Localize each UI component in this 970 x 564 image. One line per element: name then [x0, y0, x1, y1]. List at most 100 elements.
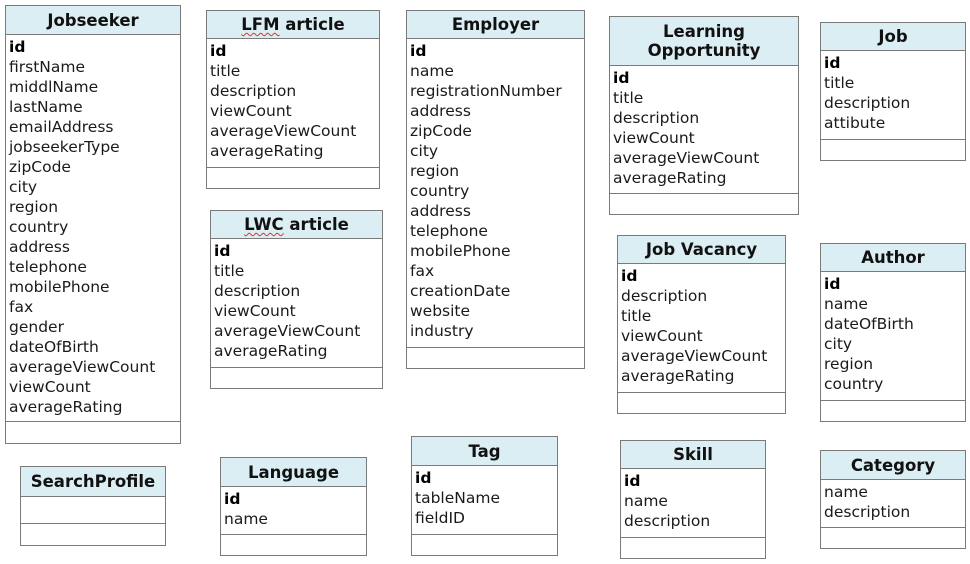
attribute: name — [824, 483, 868, 501]
attribute: description — [214, 282, 301, 300]
attribute-list: id tableName fieldID — [412, 466, 557, 528]
attribute: mobilePhone — [9, 278, 110, 296]
entity-employer: Employer id name registrationNumber address… — [406, 10, 585, 369]
attribute: firstName — [9, 58, 86, 76]
attribute: title — [613, 89, 644, 107]
primary-key-attribute: id — [824, 275, 841, 293]
attribute-list — [21, 497, 165, 499]
entity-title: SearchProfile — [21, 467, 165, 497]
attribute: averageRating — [621, 367, 735, 385]
attribute: country — [410, 182, 470, 200]
entity-title: Job — [821, 23, 965, 51]
attribute: averageViewCount — [214, 322, 361, 340]
entity-jobseeker: Jobseeker id firstName middlName lastName em… — [5, 5, 181, 444]
primary-key-attribute: id — [824, 54, 841, 72]
attribute: viewCount — [210, 102, 292, 120]
primary-key-attribute: id — [214, 242, 231, 260]
entity-category: Category name description — [820, 450, 966, 549]
entity-lfm-article: LFM article id title description viewCount a… — [206, 10, 380, 189]
attribute: description — [624, 512, 711, 530]
entity-author: Author id name dateOfBirth city region countr… — [820, 243, 966, 422]
attribute: name — [824, 295, 868, 313]
attribute: averageViewCount — [9, 358, 156, 376]
attribute: address — [410, 102, 471, 120]
attribute: title — [210, 62, 241, 80]
attribute-list: id title description viewCount averageViewCo… — [207, 39, 379, 161]
entity-learning-opportunity: Learning Opportunity id title description v… — [609, 16, 799, 215]
entity-job: Job id title description attibute — [820, 22, 966, 161]
attribute-list: id name registrationNumber address zipCode ci… — [407, 39, 584, 341]
attribute: registrationNumber — [410, 82, 562, 100]
entity-job-vacancy: Job Vacancy id description title viewCount a… — [617, 235, 786, 414]
attribute-list: name description — [821, 480, 965, 522]
entity-title: Employer — [407, 11, 584, 39]
attribute: attibute — [824, 114, 886, 132]
attribute: address — [410, 202, 471, 220]
entity-title: LFM article — [207, 11, 379, 39]
primary-key-attribute: id — [415, 469, 432, 487]
attribute: fax — [410, 262, 435, 280]
attribute: middlName — [9, 78, 99, 96]
attribute: address — [9, 238, 70, 256]
attribute: country — [9, 218, 69, 236]
attribute: name — [624, 492, 668, 510]
entity-title: Tag — [412, 437, 557, 466]
attribute: title — [214, 262, 245, 280]
primary-key-attribute: id — [613, 69, 630, 87]
attribute: city — [410, 142, 439, 160]
entity-skill: Skill id name description — [620, 440, 766, 559]
entity-title: Author — [821, 244, 965, 272]
entity-search-profile: SearchProfile — [20, 466, 166, 546]
attribute: viewCount — [9, 378, 91, 396]
primary-key-attribute: id — [621, 267, 638, 285]
primary-key-attribute: id — [410, 42, 427, 60]
attribute-list: id description title viewCount averageViewCo… — [618, 264, 785, 386]
attribute: averageViewCount — [621, 347, 768, 365]
attribute: country — [824, 375, 884, 393]
attribute: dateOfBirth — [824, 315, 914, 333]
attribute: dateOfBirth — [9, 338, 99, 356]
attribute: averageRating — [210, 142, 324, 160]
attribute-list: id name — [221, 487, 366, 529]
primary-key-attribute: id — [224, 490, 241, 508]
attribute: averageViewCount — [210, 122, 357, 140]
entity-title: Jobseeker — [6, 6, 180, 35]
attribute: name — [410, 62, 454, 80]
attribute: zipCode — [410, 122, 472, 140]
attribute: fax — [9, 298, 34, 316]
entity-tag: Tag id tableName fieldID — [411, 436, 558, 556]
attribute: city — [9, 178, 38, 196]
attribute: description — [210, 82, 297, 100]
primary-key-attribute: id — [9, 38, 26, 56]
attribute: emailAddress — [9, 118, 114, 136]
attribute: city — [824, 335, 853, 353]
primary-key-attribute: id — [624, 472, 641, 490]
attribute-list: id title description viewCount averageViewCo… — [610, 66, 798, 188]
attribute: title — [621, 307, 652, 325]
entity-language: Language id name — [220, 457, 367, 556]
attribute: website — [410, 302, 471, 320]
attribute: title — [824, 74, 855, 92]
attribute: description — [824, 94, 911, 112]
entity-title: Learning Opportunity — [610, 17, 798, 66]
entity-title: Language — [221, 458, 366, 487]
attribute: description — [613, 109, 700, 127]
attribute: region — [9, 198, 59, 216]
attribute: telephone — [410, 222, 488, 240]
primary-key-attribute: id — [210, 42, 227, 60]
attribute: tableName — [415, 489, 500, 507]
attribute: telephone — [9, 258, 87, 276]
attribute-list: id name dateOfBirth city region country — [821, 272, 965, 394]
attribute: viewCount — [214, 302, 296, 320]
attribute-list: id title description attibute — [821, 51, 965, 133]
attribute: averageViewCount — [613, 149, 760, 167]
entity-lwc-article: LWC article id title description viewCount a… — [210, 210, 383, 389]
attribute: gender — [9, 318, 64, 336]
entity-title: Skill — [621, 441, 765, 469]
attribute: averageRating — [214, 342, 328, 360]
attribute: viewCount — [621, 327, 703, 345]
attribute: industry — [410, 322, 474, 340]
attribute-list: id name description — [621, 469, 765, 531]
attribute: mobilePhone — [410, 242, 511, 260]
attribute: region — [824, 355, 874, 373]
